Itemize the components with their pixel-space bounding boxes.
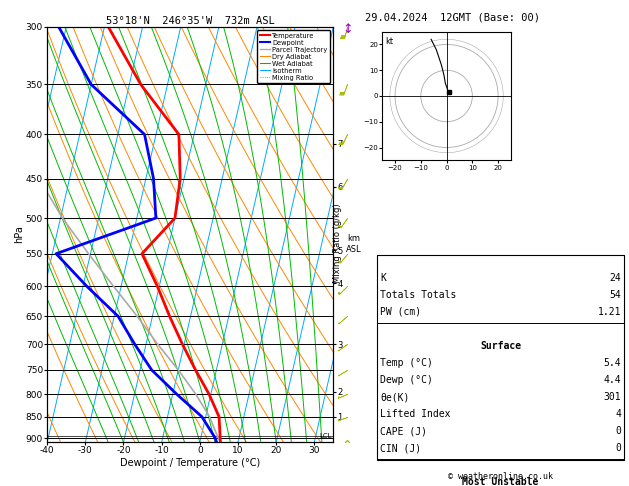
Text: CAPE (J): CAPE (J) — [380, 426, 427, 436]
Text: Totals Totals: Totals Totals — [380, 290, 457, 300]
Text: Lifted Index: Lifted Index — [380, 409, 450, 419]
Text: Mixing Ratio (g/kg): Mixing Ratio (g/kg) — [333, 203, 342, 283]
Legend: Temperature, Dewpoint, Parcel Trajectory, Dry Adiabat, Wet Adiabat, Isotherm, Mi: Temperature, Dewpoint, Parcel Trajectory… — [257, 30, 330, 84]
Text: Temp (°C): Temp (°C) — [380, 358, 433, 368]
Title: 53°18'N  246°35'W  732m ASL: 53°18'N 246°35'W 732m ASL — [106, 16, 275, 26]
Text: 1.21: 1.21 — [598, 307, 621, 317]
Text: Dewp (°C): Dewp (°C) — [380, 375, 433, 385]
Text: 54: 54 — [610, 290, 621, 300]
Text: 29.04.2024  12GMT (Base: 00): 29.04.2024 12GMT (Base: 00) — [365, 12, 540, 22]
Text: © weatheronline.co.uk: © weatheronline.co.uk — [448, 472, 553, 481]
Text: K: K — [380, 273, 386, 283]
Y-axis label: km
ASL: km ASL — [346, 235, 362, 254]
Text: LCL: LCL — [319, 433, 331, 439]
Text: Most Unstable: Most Unstable — [462, 477, 538, 486]
Text: CIN (J): CIN (J) — [380, 443, 421, 453]
Text: 4.4: 4.4 — [603, 375, 621, 385]
Text: PW (cm): PW (cm) — [380, 307, 421, 317]
Text: ↕: ↕ — [343, 23, 353, 35]
Text: 24: 24 — [610, 273, 621, 283]
Text: Surface: Surface — [480, 341, 521, 351]
Text: kt: kt — [385, 37, 393, 46]
Text: θe(K): θe(K) — [380, 392, 409, 402]
X-axis label: Dewpoint / Temperature (°C): Dewpoint / Temperature (°C) — [120, 458, 260, 468]
Text: 4: 4 — [615, 409, 621, 419]
Y-axis label: hPa: hPa — [14, 226, 25, 243]
Text: 0: 0 — [615, 426, 621, 436]
Text: 0: 0 — [615, 443, 621, 453]
Text: 301: 301 — [603, 392, 621, 402]
Bar — [377, 255, 624, 460]
Text: 5.4: 5.4 — [603, 358, 621, 368]
